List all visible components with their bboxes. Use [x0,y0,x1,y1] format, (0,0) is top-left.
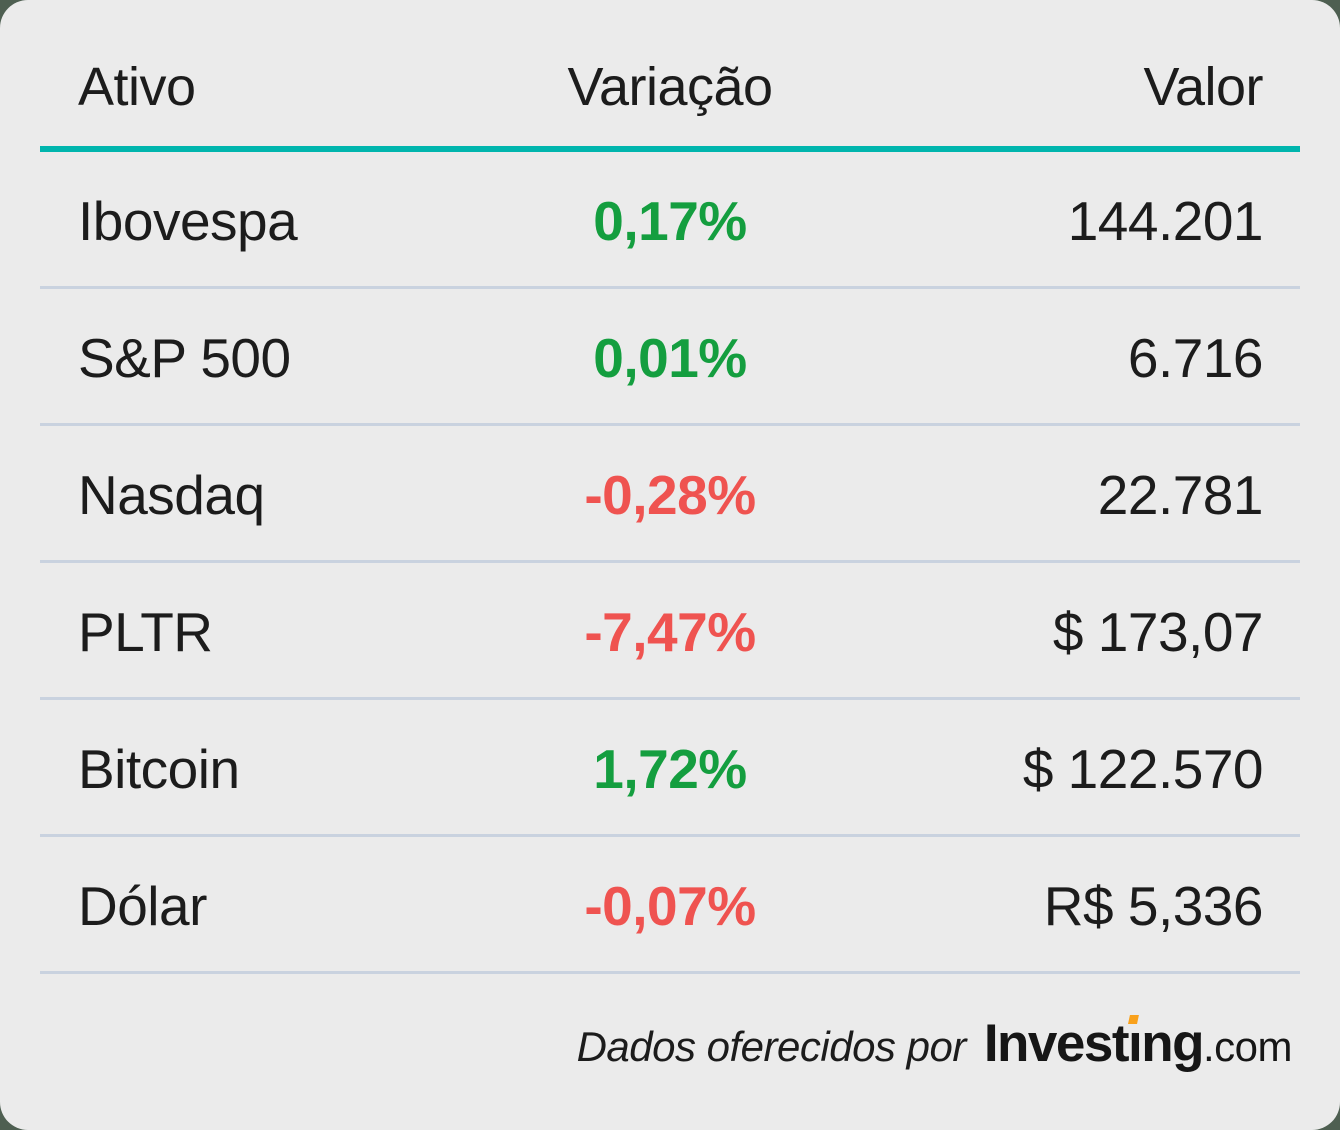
table-row: S&P 500 0,01% 6.716 [40,289,1300,426]
asset-name: S&P 500 [78,327,291,389]
table-row: Nasdaq -0,28% 22.781 [40,426,1300,563]
market-table: Ativo Variação Valor Ibovespa 0,17% 144.… [40,0,1300,974]
asset-name: Dólar [78,875,207,937]
change-value: 1,72% [593,738,747,800]
asset-value: 144.201 [1067,190,1264,252]
investing-logo-tld: .com [1202,1022,1293,1070]
footer: Dados oferecidos por Investıng .com [0,974,1340,1130]
data-credit: Dados oferecidos por Investıng .com [576,1013,1293,1074]
change-value: -7,47% [584,601,756,663]
asset-value: R$ 5,336 [1043,875,1264,937]
header-asset: Ativo [78,57,196,117]
header-value: Valor [1143,57,1263,117]
asset-value: 6.716 [1127,327,1264,389]
credit-text: Dados oferecidos por [576,1022,967,1070]
change-value: -0,07% [584,875,756,937]
table-row: Bitcoin 1,72% $ 122.570 [40,700,1300,837]
asset-name: Nasdaq [78,464,265,526]
asset-value: $ 122.570 [1022,738,1264,800]
asset-name: Bitcoin [78,738,240,800]
change-value: -0,28% [584,464,756,526]
investing-logo: Investıng .com [983,1013,1293,1074]
table-row: Dólar -0,07% R$ 5,336 [40,837,1300,974]
table-header-row: Ativo Variação Valor [40,0,1300,152]
table-row: Ibovespa 0,17% 144.201 [40,152,1300,289]
table-row: PLTR -7,47% $ 173,07 [40,563,1300,700]
asset-name: PLTR [78,601,213,663]
header-change: Variação [567,57,773,117]
investing-logo-word: Investıng [983,1013,1205,1073]
change-value: 0,01% [593,327,747,389]
asset-value: $ 173,07 [1052,601,1264,663]
asset-name: Ibovespa [78,190,298,252]
asset-value: 22.781 [1097,464,1264,526]
change-value: 0,17% [593,190,747,252]
